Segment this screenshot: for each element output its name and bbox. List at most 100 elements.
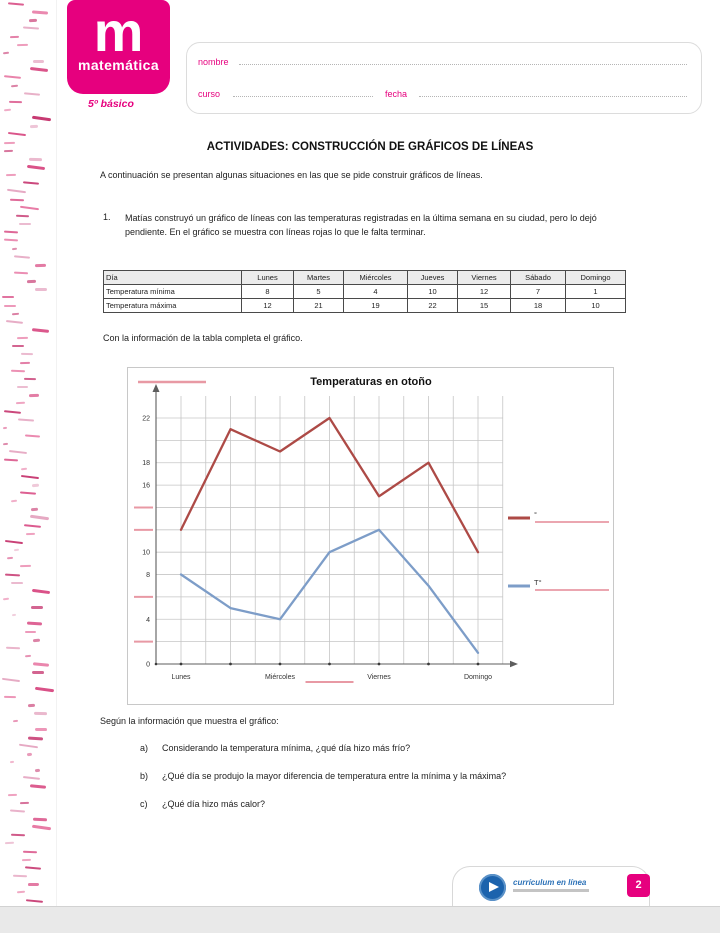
page-title: ACTIVIDADES: CONSTRUCCIÓN DE GRÁFICOS DE…: [206, 141, 534, 153]
torn-edge-mark: [19, 222, 32, 226]
torn-edge-mark: [15, 402, 25, 405]
torn-edge-mark: [34, 263, 46, 268]
torn-edge-mark: [11, 247, 17, 250]
table-header-cell: Viernes: [457, 270, 511, 285]
torn-edge-mark: [23, 26, 40, 31]
torn-edge-mark: [19, 361, 30, 364]
footer: currículum en línea: [452, 866, 650, 907]
question-text: Considerando la temperatura mínima, ¿qué…: [162, 743, 411, 753]
axis-tick-dot: [427, 662, 430, 666]
torn-edge-mark: [12, 874, 27, 878]
x-tick-label: Miércoles: [265, 674, 295, 681]
torn-edge-mark: [27, 279, 37, 284]
table-cell: 1: [565, 284, 626, 299]
question-item: a) Considerando la temperatura mínima, ¿q…: [140, 743, 660, 753]
torn-edge-mark: [22, 181, 40, 186]
torn-edge-mark: [16, 337, 28, 340]
exercise-number: 1.: [103, 212, 111, 222]
torn-edge-mark: [27, 703, 36, 708]
y-tick-label: 16: [142, 483, 150, 490]
torn-edge-mark: [3, 442, 9, 446]
question-item: b) ¿Qué día se produjo la mayor diferenci…: [140, 771, 660, 781]
torn-edge-mark: [9, 809, 26, 813]
torn-edge-mark: [3, 238, 19, 242]
torn-edge-mark: [4, 108, 11, 112]
intro-text: A continuación se presentan algunas situ…: [100, 170, 483, 180]
torn-edge-mark: [3, 230, 19, 234]
play-icon: [489, 882, 499, 892]
table-header-cell: Jueves: [407, 270, 458, 285]
table-header-row: Día Lunes Martes Miércoles Jueves Viernes Sába…: [103, 270, 626, 285]
torn-edge-mark: [23, 776, 41, 781]
torn-edge-mark: [14, 271, 29, 275]
page-number-badge: 2: [627, 874, 650, 897]
torn-edge-mark: [26, 621, 43, 627]
curriculum-brand-name: currículum en línea: [513, 878, 587, 887]
axis-tick-dot: [229, 662, 232, 666]
question-item: c) ¿Qué día hizo más calor?: [140, 799, 660, 809]
legend-label: T°: [534, 578, 542, 587]
torn-edge-mark: [29, 515, 50, 521]
torn-edge-mark: [11, 499, 18, 503]
name-write-line: [239, 55, 687, 65]
question-text: ¿Qué día se produjo la mayor diferencia …: [162, 771, 507, 781]
date-label: fecha: [385, 89, 408, 99]
torn-edge-mark: [31, 328, 49, 334]
torn-edge-mark: [4, 458, 19, 462]
torn-edge-mark: [8, 450, 27, 455]
bottom-band: [0, 906, 720, 933]
torn-edge-mark: [5, 319, 24, 324]
torn-edge-mark: [23, 377, 37, 380]
torn-edge-mark: [8, 2, 25, 6]
curriculum-logo-circle: [479, 874, 506, 901]
table-row: Temperatura máxima 12 21 19 22 15 18 10: [103, 298, 626, 313]
torn-edge-mark: [26, 164, 46, 171]
torn-edge-mark: [29, 19, 38, 23]
torn-edge-mark: [17, 418, 34, 422]
torn-edge-mark: [27, 736, 43, 741]
temperature-table: Día Lunes Martes Miércoles Jueves Viernes Sába…: [103, 270, 626, 313]
curriculum-brand: currículum en línea: [513, 878, 589, 892]
course-write-line: [233, 87, 373, 97]
torn-edge-mark: [12, 312, 20, 315]
torn-edge-mark: [3, 304, 16, 307]
table-cell: 22: [407, 298, 458, 313]
torn-edge-mark: [7, 132, 26, 137]
torn-edge-mark: [29, 67, 49, 73]
torn-edge-mark: [33, 711, 48, 716]
table-header-cell: Lunes: [241, 270, 294, 285]
date-write-line: [419, 87, 687, 97]
chart-title: Temperaturas en otoño: [310, 376, 432, 388]
table-cell: 4: [343, 284, 408, 299]
torn-edge-mark: [8, 100, 23, 103]
table-header-cell: Miércoles: [343, 270, 408, 285]
torn-edge-mark: [22, 858, 32, 861]
table-cell: 21: [293, 298, 344, 313]
torn-edge-mark: [4, 141, 15, 144]
logo-word: matemática: [77, 57, 160, 73]
y-tick-label: 0: [146, 662, 150, 669]
torn-edge-mark: [3, 695, 16, 698]
torn-edge-mark: [20, 467, 28, 470]
torn-edge-mark: [32, 817, 47, 822]
torn-edge-mark: [6, 556, 14, 560]
y-tick-label: 18: [142, 460, 150, 467]
table-header-cell: Día: [103, 270, 242, 285]
torn-edge-mark: [35, 728, 48, 732]
row-label-cell: Temperatura máxima: [103, 298, 242, 313]
line-chart: 22 18 16 10 8 4 0 Lunes Miércoles Viernes Domingo T…: [127, 367, 614, 705]
y-tick-label: 8: [146, 572, 150, 579]
question-letter: b): [140, 771, 149, 781]
torn-edge-mark: [31, 606, 43, 610]
torn-edge-mark: [31, 824, 51, 831]
torn-edge-mark: [4, 842, 14, 845]
torn-edge-mark: [25, 532, 36, 535]
torn-edge-mark: [28, 394, 39, 398]
table-cell: 10: [407, 284, 458, 299]
questions-lead: Según la información que muestra el gráf…: [100, 716, 279, 726]
torn-edge-mark: [26, 898, 43, 903]
x-tick-label: Lunes: [171, 674, 191, 681]
torn-edge-mark: [32, 588, 51, 595]
table-cell: 7: [510, 284, 566, 299]
name-label: nombre: [198, 57, 229, 67]
